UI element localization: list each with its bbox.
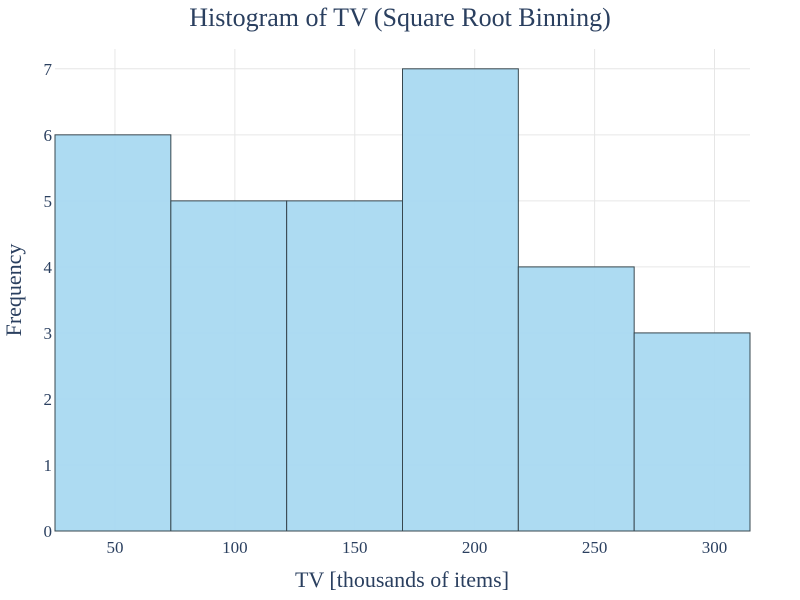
y-tick-labels: 0 1 2 3 4 5 6 7 (44, 60, 53, 541)
x-tick-label: 150 (342, 538, 368, 557)
histogram-bar-1 (54, 134, 172, 532)
y-tick-label: 5 (44, 192, 53, 211)
histogram-bar-5 (517, 266, 635, 532)
histogram-bar-3 (286, 200, 403, 532)
x-tick-labels: 50 100 150 200 250 300 (106, 538, 727, 557)
x-tick-label: 250 (582, 538, 608, 557)
histogram-bar-4 (402, 68, 519, 532)
histogram-bar-6 (633, 332, 751, 532)
x-tick-label: 200 (462, 538, 488, 557)
y-tick-label: 7 (44, 60, 53, 79)
histogram-bar-2 (170, 200, 288, 532)
x-tick-label: 300 (702, 538, 728, 557)
chart-title: Histogram of TV (Square Root Binning) (189, 3, 611, 32)
x-tick-label: 50 (106, 538, 123, 557)
x-tick-label: 100 (222, 538, 248, 557)
y-tick-label: 1 (44, 456, 53, 475)
y-tick-label: 3 (44, 324, 53, 343)
x-axis-title: TV [thousands of items] (295, 567, 509, 592)
y-tick-label: 6 (44, 126, 53, 145)
y-tick-label: 4 (44, 258, 53, 277)
y-axis-title: Frequency (1, 244, 26, 337)
y-tick-label: 0 (44, 522, 53, 541)
y-tick-label: 2 (44, 390, 53, 409)
bars (54, 68, 751, 532)
